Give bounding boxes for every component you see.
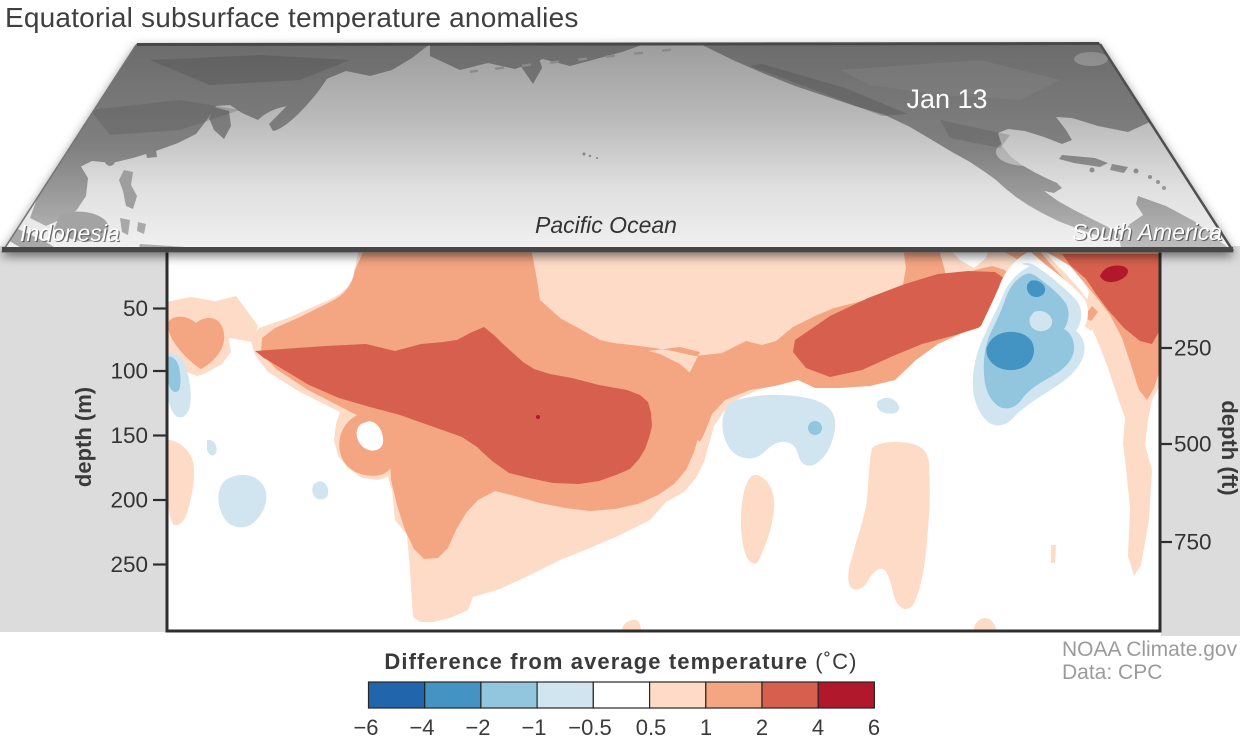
svg-text:250: 250 [110, 552, 148, 577]
svg-text:−0.5: −0.5 [568, 715, 611, 740]
svg-text:50: 50 [123, 296, 148, 321]
svg-text:Difference from average temper: Difference from average temperature (˚C) [384, 649, 857, 674]
svg-text:150: 150 [110, 423, 148, 448]
svg-text:NOAA Climate.gov: NOAA Climate.gov [1062, 638, 1238, 661]
svg-text:Equatorial subsurface temperat: Equatorial subsurface temperature anomal… [5, 2, 579, 33]
svg-text:Pacific Ocean: Pacific Ocean [535, 212, 677, 238]
svg-text:−2: −2 [465, 715, 490, 740]
svg-text:Indonesia: Indonesia [21, 221, 121, 247]
svg-text:4: 4 [812, 715, 824, 740]
svg-text:200: 200 [110, 488, 148, 513]
svg-text:750: 750 [1174, 530, 1212, 555]
svg-text:1: 1 [700, 715, 712, 740]
svg-text:−1: −1 [521, 715, 546, 740]
svg-text:−6: −6 [353, 715, 378, 740]
svg-text:−4: −4 [409, 715, 434, 740]
svg-text:Jan 13: Jan 13 [906, 84, 987, 114]
svg-text:100: 100 [110, 359, 148, 384]
svg-text:South America: South America [1072, 219, 1222, 245]
svg-text:2: 2 [756, 715, 768, 740]
svg-text:Data: CPC: Data: CPC [1062, 661, 1162, 684]
svg-text:500: 500 [1174, 432, 1212, 457]
svg-text:South America: South America [1073, 220, 1223, 246]
svg-text:Indonesia: Indonesia [20, 220, 120, 246]
svg-text:6: 6 [868, 715, 880, 740]
svg-text:0.5: 0.5 [636, 715, 667, 740]
svg-text:depth (ft): depth (ft) [1217, 400, 1240, 495]
svg-text:depth (m): depth (m) [71, 387, 96, 487]
svg-text:250: 250 [1174, 336, 1212, 361]
